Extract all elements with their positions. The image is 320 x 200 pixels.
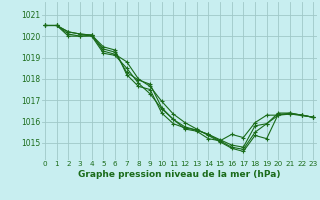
X-axis label: Graphe pression niveau de la mer (hPa): Graphe pression niveau de la mer (hPa) — [78, 170, 280, 179]
